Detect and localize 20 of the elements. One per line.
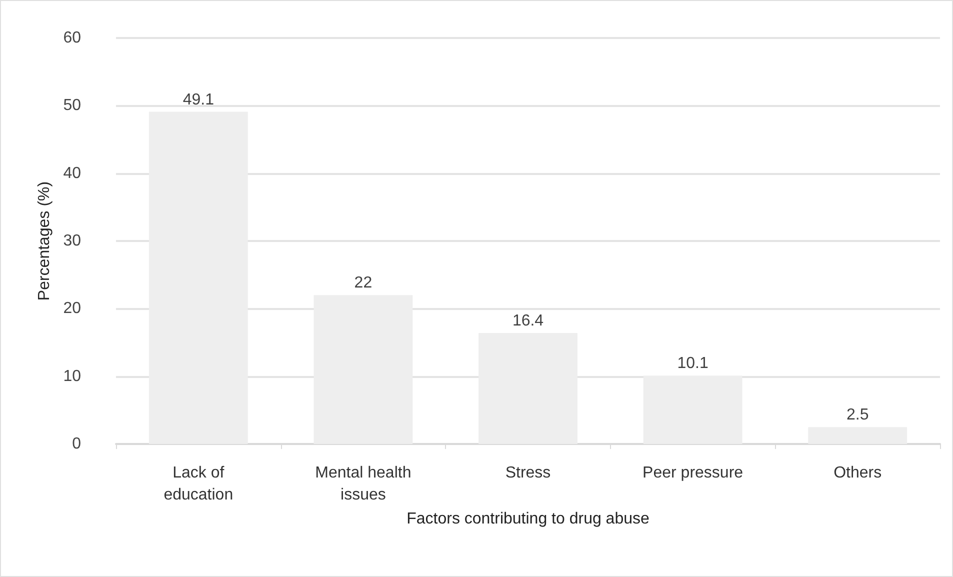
bar <box>808 427 908 444</box>
data-label: 2.5 <box>846 406 869 424</box>
data-label: 22 <box>354 274 372 292</box>
y-axis-title: Percentages (%) <box>36 181 53 301</box>
y-tick-label: 10 <box>63 368 82 385</box>
y-tick-label: 50 <box>63 97 82 114</box>
x-tick-label: Peer pressure <box>642 464 744 482</box>
x-tick-label: Lack of education <box>164 464 234 504</box>
y-tick-label: 20 <box>63 300 82 318</box>
y-tick-label: 30 <box>63 232 82 250</box>
x-tick-label: Others <box>834 464 882 482</box>
y-tick-label: 40 <box>63 164 82 182</box>
x-axis-title: Factors contributing to drug abuse <box>406 510 650 528</box>
data-label: 10.1 <box>677 355 708 372</box>
data-label: 49.1 <box>182 91 214 108</box>
y-tick-label: 0 <box>72 436 82 452</box>
y-tick-label: 60 <box>63 30 82 46</box>
data-label: 16.4 <box>512 312 544 330</box>
x-tick-label: Stress <box>505 464 551 482</box>
x-tick-label: Mental health issues <box>315 464 412 504</box>
